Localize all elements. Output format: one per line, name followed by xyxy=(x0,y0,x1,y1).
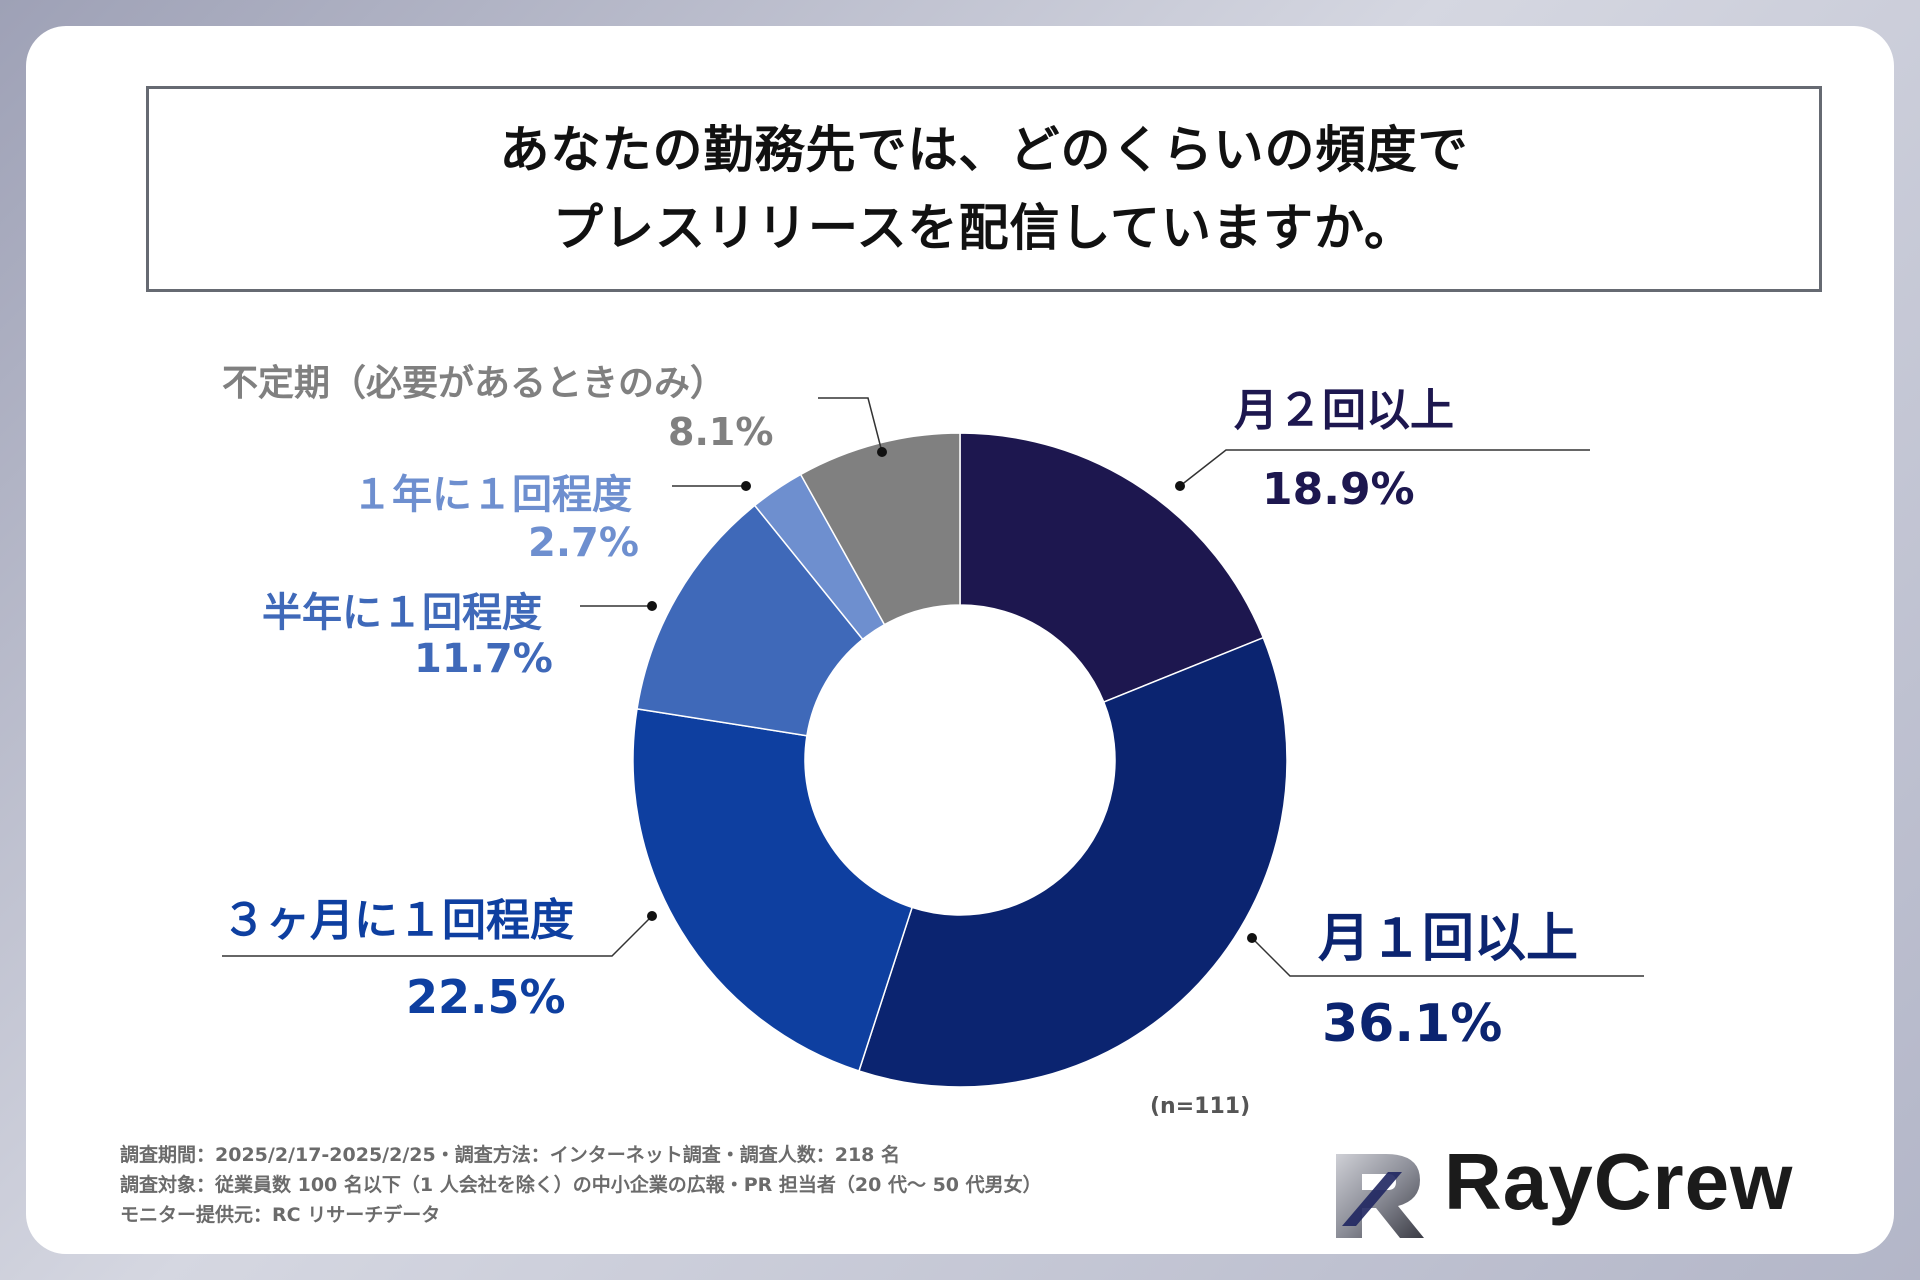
leader-dot-irregular xyxy=(877,447,887,457)
leader-line-monthly-1 xyxy=(1251,937,1644,977)
leader-dot-half-year xyxy=(647,601,657,611)
label-category-quarterly: ３ヶ月に１回程度 xyxy=(222,895,574,946)
footnote-source: モニター提供元：RC リサーチデータ xyxy=(120,1204,441,1226)
label-value-half-year: 11.7% xyxy=(414,636,553,682)
leader-dot-yearly xyxy=(741,481,751,491)
donut-slice-half-year xyxy=(636,504,864,737)
leader-dot-monthly-2 xyxy=(1175,481,1185,491)
raycrew-logo: RayCrew xyxy=(1328,1134,1798,1244)
donut-slice-monthly-1 xyxy=(858,636,1288,1088)
sample-size-note: (n=111) xyxy=(1150,1094,1251,1119)
leader-dot-monthly-1 xyxy=(1247,933,1257,943)
label-category-half-year: 半年に１回程度 xyxy=(262,590,542,636)
leader-line-quarterly xyxy=(222,915,653,957)
donut-slice-irregular xyxy=(799,432,961,626)
label-value-monthly-2: 18.9% xyxy=(1262,464,1415,515)
label-value-quarterly: 22.5% xyxy=(406,970,566,1024)
raycrew-logo-icon xyxy=(1336,1154,1424,1238)
donut-slice-monthly-2 xyxy=(959,432,1265,704)
footnote-target: 調査対象：従業員数 100 名以下（1 人会社を除く）の中小企業の広報・PR 担… xyxy=(120,1174,1042,1196)
label-category-monthly-1: 月１回以上 xyxy=(1318,909,1579,969)
leader-line-monthly-2 xyxy=(1179,449,1590,487)
label-value-monthly-1: 36.1% xyxy=(1322,994,1503,1054)
label-category-irregular: 不定期（必要があるときのみ） xyxy=(222,363,727,404)
title-box: あなたの勤務先では、どのくらいの頻度で プレスリリースを配信していますか。 xyxy=(146,86,1822,292)
label-value-irregular: 8.1% xyxy=(668,410,774,454)
footnote-period: 調査期間：2025/2/17-2025/2/25・調査方法：インターネット調査・… xyxy=(120,1144,901,1166)
label-value-yearly: 2.7% xyxy=(528,520,639,566)
donut-slice-quarterly xyxy=(632,707,914,1072)
label-category-monthly-2: 月２回以上 xyxy=(1234,385,1454,436)
title-line-1: あなたの勤務先では、どのくらいの頻度で xyxy=(499,121,1469,179)
title-line-2: プレスリリースを配信していますか。 xyxy=(553,199,1415,257)
leader-line-irregular xyxy=(818,397,883,453)
label-category-yearly: １年に１回程度 xyxy=(352,472,632,518)
leader-dot-quarterly xyxy=(647,911,657,921)
raycrew-logo-text: RayCrew xyxy=(1444,1137,1794,1226)
